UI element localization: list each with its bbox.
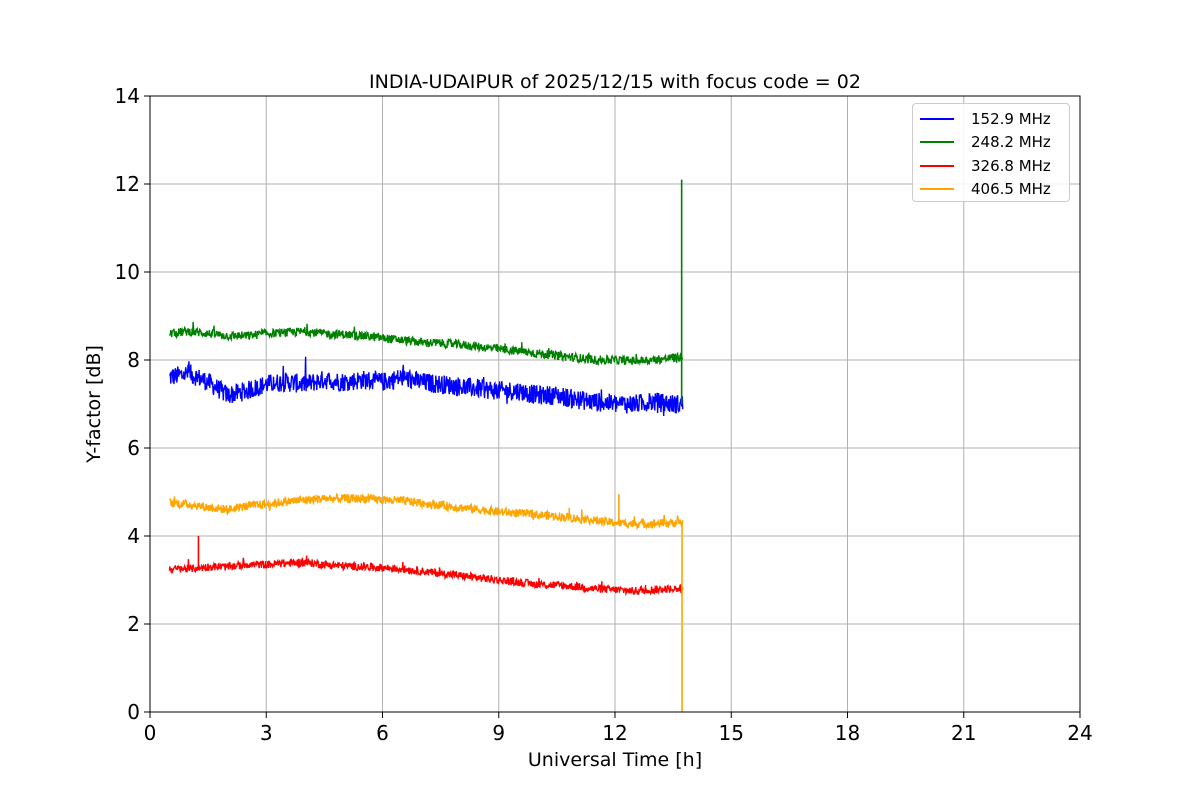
y-tick-label: 4	[127, 524, 140, 548]
legend-item: 248.2 MHz	[913, 131, 1069, 155]
series-line-0	[168, 356, 684, 417]
x-tick-label: 9	[492, 721, 505, 745]
legend-label: 406.5 MHz	[971, 180, 1051, 199]
y-tick-label: 2	[127, 612, 140, 636]
legend-label: 326.8 MHz	[971, 156, 1051, 175]
x-tick-label: 15	[719, 721, 744, 745]
x-tick-label: 6	[376, 721, 389, 745]
legend-swatch	[920, 141, 954, 144]
x-tick-label: 21	[951, 721, 976, 745]
y-tick-label: 12	[115, 172, 140, 196]
x-tick-label: 12	[602, 721, 627, 745]
series-layer	[168, 179, 684, 712]
legend-swatch	[920, 164, 954, 167]
x-tick-label: 3	[260, 721, 273, 745]
x-tick-label: 0	[144, 721, 157, 745]
legend-item: 326.8 MHz	[913, 154, 1069, 178]
series-line-3	[168, 492, 684, 531]
series-line-2	[168, 555, 684, 597]
y-tick-label: 10	[115, 260, 140, 284]
legend-label: 248.2 MHz	[971, 133, 1051, 152]
legend-item: 152.9 MHz	[913, 107, 1069, 131]
x-tick-label: 18	[835, 721, 860, 745]
x-tick-label: 24	[1067, 721, 1092, 745]
y-axis-label: Y-factor [dB]	[83, 345, 105, 464]
legend: 152.9 MHz 248.2 MHz 326.8 MHz 406.5 MHz	[912, 103, 1070, 202]
legend-swatch	[920, 188, 954, 191]
legend-swatch	[920, 117, 954, 120]
x-axis-label: Universal Time [h]	[528, 749, 702, 771]
series-line-1	[168, 321, 684, 367]
legend-label: 152.9 MHz	[971, 109, 1051, 128]
y-tick-label: 0	[127, 700, 140, 724]
y-tick-label: 6	[127, 436, 140, 460]
chart-title: INDIA-UDAIPUR of 2025/12/15 with focus c…	[369, 71, 861, 93]
y-tick-label: 14	[115, 84, 140, 108]
legend-item: 406.5 MHz	[913, 178, 1069, 202]
y-tick-label: 8	[127, 348, 140, 372]
